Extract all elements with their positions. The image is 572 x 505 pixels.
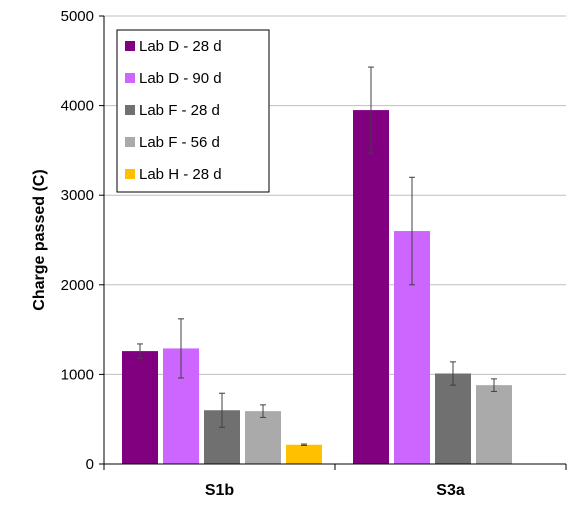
legend-label: Lab F - 28 d bbox=[139, 102, 220, 119]
bar bbox=[245, 411, 281, 464]
bars bbox=[122, 110, 512, 464]
legend-swatch bbox=[125, 137, 135, 147]
legend: Lab D - 28 d Lab D - 90 d Lab F - 28 d Lab … bbox=[116, 29, 270, 193]
bar bbox=[286, 444, 322, 464]
y-tick-labels: 0 1000 2000 3000 4000 5000 bbox=[61, 8, 94, 473]
axes bbox=[99, 15, 567, 470]
legend-label: Lab D - 28 d bbox=[139, 38, 222, 55]
error-bars bbox=[137, 66, 497, 446]
legend-swatch bbox=[125, 105, 135, 115]
legend-swatch bbox=[125, 169, 135, 179]
y-axis-title: Charge passed (C) bbox=[31, 169, 48, 310]
y-tick-label: 2000 bbox=[61, 277, 94, 294]
y-tick-label: 0 bbox=[86, 456, 94, 473]
bar bbox=[476, 385, 512, 464]
legend-swatch bbox=[125, 73, 135, 83]
legend-label: Lab D - 90 d bbox=[139, 70, 222, 87]
bar bbox=[122, 351, 158, 464]
x-category-label: S1b bbox=[205, 482, 235, 499]
y-tick-label: 3000 bbox=[61, 187, 94, 204]
y-tick-label: 1000 bbox=[61, 366, 94, 383]
x-category-label: S3a bbox=[436, 482, 465, 499]
legend-swatch bbox=[125, 41, 135, 51]
bar bbox=[435, 373, 471, 464]
y-tick-label: 4000 bbox=[61, 98, 94, 115]
bar bbox=[353, 110, 389, 464]
y-tick-label: 5000 bbox=[61, 8, 94, 25]
legend-label: Lab H - 28 d bbox=[139, 166, 222, 183]
x-category-labels: S1b S3a bbox=[205, 482, 465, 499]
legend-box bbox=[116, 29, 270, 193]
legend-label: Lab F - 56 d bbox=[139, 134, 220, 151]
